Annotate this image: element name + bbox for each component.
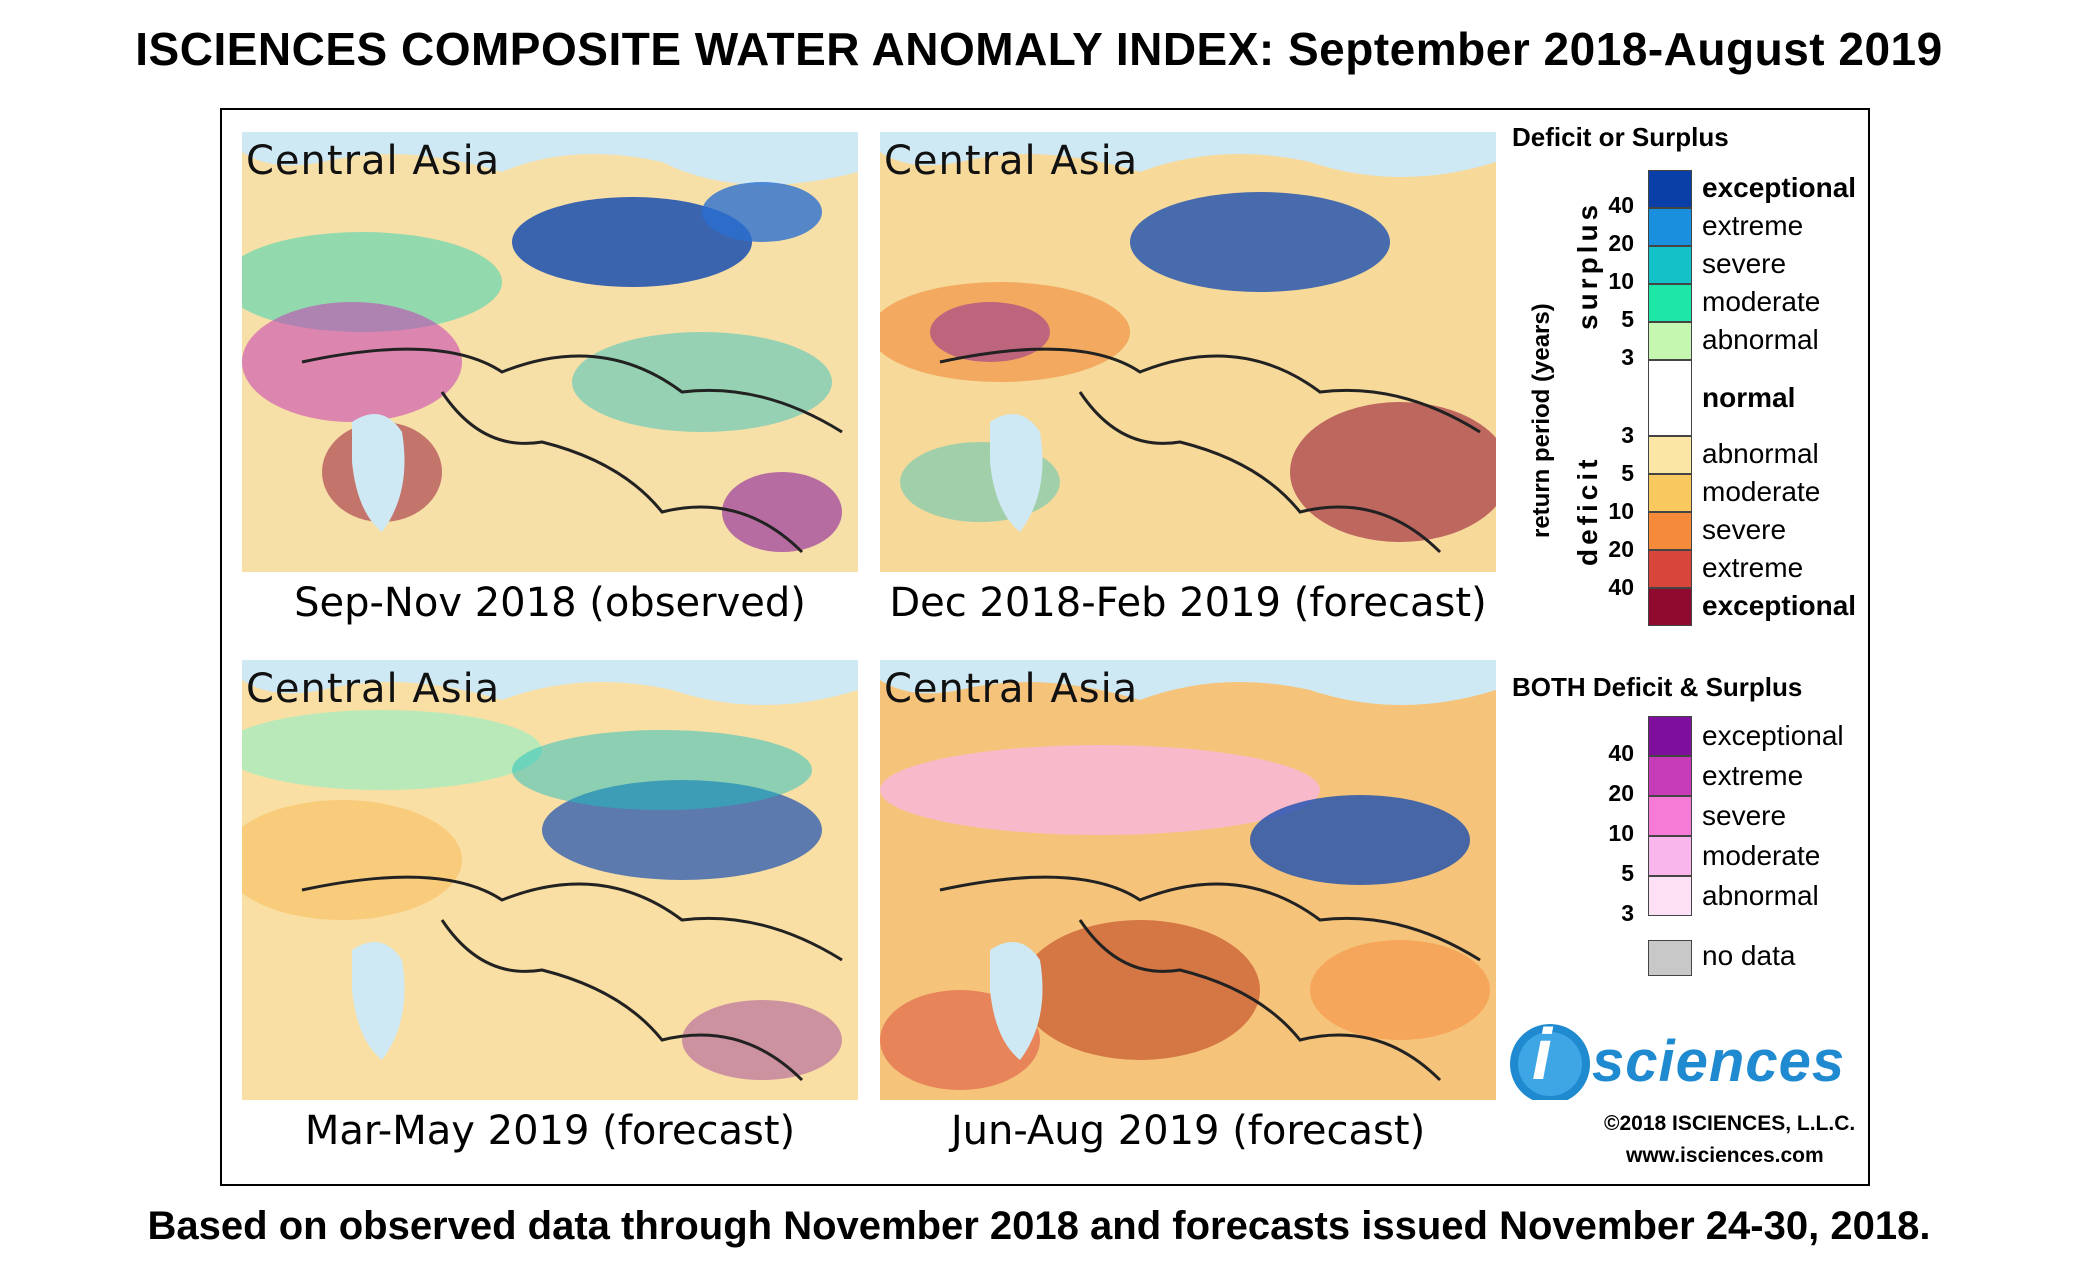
legend-swatch-deficit-moderate <box>1648 474 1692 512</box>
map-panel-dec-feb-2019: Central Asia <box>880 132 1496 572</box>
legend-label-surplus-extreme: extreme <box>1702 210 1804 241</box>
legend-label-deficit-moderate: moderate <box>1702 476 1821 507</box>
legend-label-surplus-moderate: moderate <box>1702 286 1821 317</box>
legend-tick: 5 <box>1621 860 1634 886</box>
map-panel-sep-nov-2018: Central Asia <box>242 132 858 572</box>
legend-heading: Deficit or Surplus <box>1512 122 1729 152</box>
legend-tick: 3 <box>1621 344 1634 370</box>
no-data-label: no data <box>1702 940 1796 971</box>
legend-label-both-severe: severe <box>1702 800 1787 831</box>
legend-both-heading: BOTH Deficit & Surplus <box>1512 672 1803 702</box>
legend-tick: 20 <box>1608 536 1634 562</box>
legend-tick: 5 <box>1621 460 1634 486</box>
legend-tick: 10 <box>1608 268 1634 294</box>
legend-label-both-moderate: moderate <box>1702 840 1821 871</box>
legend-tick: 10 <box>1608 498 1634 524</box>
region-label: Central Asia <box>246 666 501 712</box>
map-image <box>242 660 858 1100</box>
legend-label-deficit-extreme: extreme <box>1702 552 1804 583</box>
legend-label-deficit-severe: severe <box>1702 514 1787 545</box>
legend-swatch-both-extreme <box>1648 756 1692 796</box>
legend-swatch-surplus-moderate <box>1648 284 1692 322</box>
caption-dec-feb-2019: Dec 2018-Feb 2019 (forecast) <box>889 580 1487 626</box>
legend-label-deficit-exceptional: exceptional <box>1702 590 1857 621</box>
region-label: Central Asia <box>246 138 501 184</box>
legend-tick: 3 <box>1621 422 1634 448</box>
legend-swatch-both-severe <box>1648 796 1692 836</box>
legend-swatch-surplus-exceptional <box>1648 170 1692 208</box>
map-panel-jun-aug-2019: Central Asia <box>880 660 1496 1100</box>
caption-jun-aug-2019: Jun-Aug 2019 (forecast) <box>950 1108 1426 1154</box>
legend-swatch-both-exceptional <box>1648 716 1692 756</box>
map-image <box>880 660 1496 1100</box>
legend-swatch-surplus-abnormal <box>1648 322 1692 360</box>
logo-mark: i <box>1532 1015 1553 1095</box>
legend-tick: 40 <box>1608 574 1634 600</box>
legend-swatch-both-moderate <box>1648 836 1692 876</box>
legend-tick: 5 <box>1621 306 1634 332</box>
logo-text: sciences <box>1592 1029 1846 1094</box>
map-image <box>880 132 1496 572</box>
isciences-logo <box>1510 1024 1590 1100</box>
region-label: Central Asia <box>884 666 1139 712</box>
map-panel-mar-may-2019: Central Asia <box>242 660 858 1100</box>
legend-label-both-abnormal: abnormal <box>1702 880 1819 911</box>
caption-mar-may-2019: Mar-May 2019 (forecast) <box>304 1108 796 1154</box>
region-label: Central Asia <box>884 138 1139 184</box>
legend-label-normal: normal <box>1702 382 1796 413</box>
legend-label-surplus-exceptional: exceptional <box>1702 172 1857 203</box>
copyright: ©2018 ISCIENCES, L.L.C. <box>1604 1112 1856 1135</box>
legend-swatch-normal <box>1648 360 1692 436</box>
legend-label-both-extreme: extreme <box>1702 760 1804 791</box>
website: www.isciences.com <box>1626 1144 1824 1167</box>
legend-label-surplus-abnormal: abnormal <box>1702 324 1819 355</box>
legend-tick: 40 <box>1608 192 1634 218</box>
legend-label-deficit-abnormal: abnormal <box>1702 438 1819 469</box>
map-image <box>242 132 858 572</box>
legend-label-surplus-severe: severe <box>1702 248 1787 279</box>
page-title: ISCIENCES COMPOSITE WATER ANOMALY INDEX:… <box>135 23 1943 75</box>
legend-swatch-deficit-severe <box>1648 512 1692 550</box>
legend-swatch-both-abnormal <box>1648 876 1692 916</box>
legend-tick: 20 <box>1608 230 1634 256</box>
legend-axis-label: return period (years) <box>1528 303 1555 538</box>
legend-swatch-surplus-extreme <box>1648 208 1692 246</box>
caption-sep-nov-2018: Sep-Nov 2018 (observed) <box>294 580 806 626</box>
legend-tick: 20 <box>1608 780 1634 806</box>
footer-note: Based on observed data through November … <box>147 1204 1931 1248</box>
no-data-swatch <box>1648 940 1692 976</box>
legend-tick: 3 <box>1621 900 1634 926</box>
legend-swatch-deficit-extreme <box>1648 550 1692 588</box>
legend-label-both-exceptional: exceptional <box>1702 720 1844 751</box>
legend-swatch-deficit-abnormal <box>1648 436 1692 474</box>
legend-swatch-surplus-severe <box>1648 246 1692 284</box>
legend-tick: 10 <box>1608 820 1634 846</box>
legend-swatch-deficit-exceptional <box>1648 588 1692 626</box>
legend-tick: 40 <box>1608 740 1634 766</box>
